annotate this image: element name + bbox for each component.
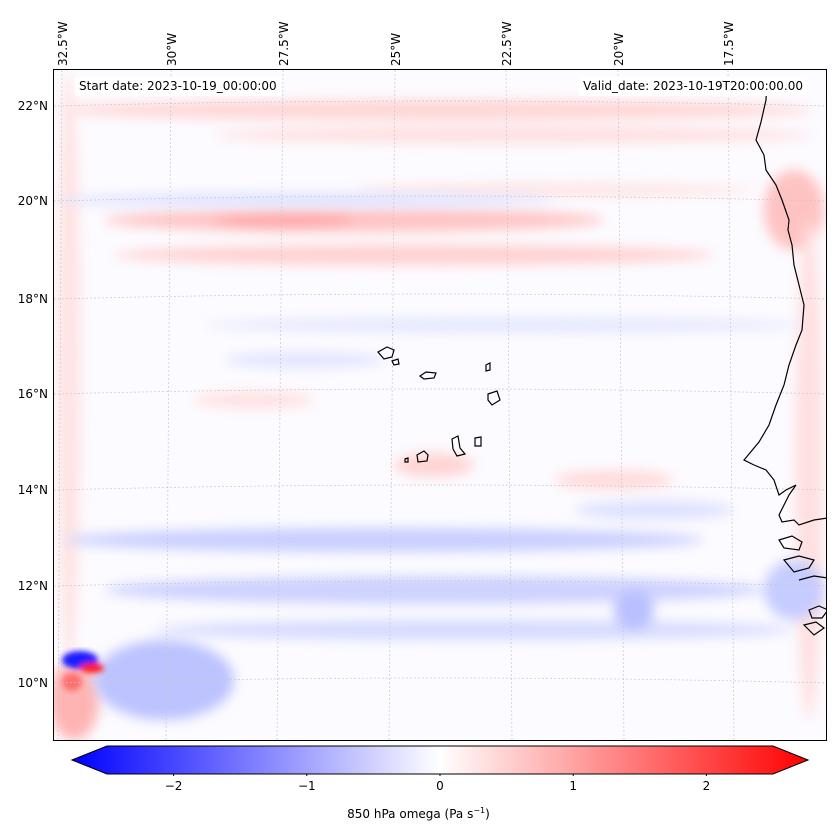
blue-streak-band (54, 193, 824, 720)
omega-field (54, 70, 826, 740)
colorbar-title: 850 hPa omega (Pa s−1) (347, 806, 490, 821)
colorbar-tick-label: 1 (569, 779, 577, 793)
valid-date-annotation: Valid_date: 2023-10-19T20:00:00.00 (579, 77, 807, 96)
map-panel (53, 69, 827, 741)
lat-label-22n: 22°N (17, 99, 48, 113)
colorbar-tick-label: 2 (702, 779, 711, 793)
red-streak-band (54, 70, 824, 740)
lon-label-17.5w: 17.5°W (722, 21, 736, 66)
africa-coastline (743, 79, 826, 636)
lat-label-12n: 12°N (17, 579, 48, 593)
lon-label-22.5w: 22.5°W (500, 21, 514, 66)
lat-label-14n: 14°N (17, 483, 48, 497)
colorbar-tick-label: −2 (164, 779, 183, 793)
lon-label-20w: 20°W (612, 32, 626, 66)
lon-label-30w: 30°W (165, 32, 179, 66)
start-date-annotation: Start date: 2023-10-19_00:00:00 (75, 77, 281, 96)
colorbar (70, 745, 810, 776)
colorbar-tick-label: −1 (297, 779, 316, 793)
cape-verde-islands (377, 346, 501, 463)
colorbar-tick-label: 0 (436, 779, 444, 793)
lon-label-27.5w: 27.5°W (277, 21, 291, 66)
lon-label-25w: 25°W (389, 32, 403, 66)
colorbar-body (70, 745, 810, 775)
colorbar-ticks (173, 774, 707, 776)
lat-label-18n: 18°N (17, 292, 48, 306)
lon-label-32.5w: 32.5°W (56, 21, 70, 66)
lat-label-16n: 16°N (17, 387, 48, 401)
strong-omega-feature (62, 651, 104, 691)
lat-label-10n: 10°N (17, 676, 48, 690)
graticule (54, 70, 826, 740)
lat-label-20n: 20°N (17, 194, 48, 208)
